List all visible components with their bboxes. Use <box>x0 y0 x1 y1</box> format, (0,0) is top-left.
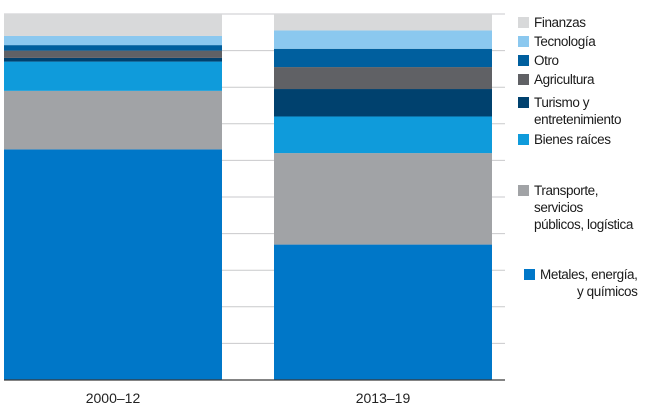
legend-swatch-otro <box>518 55 529 66</box>
legend-swatch-agricultura <box>518 74 529 85</box>
bar-segment-0-6 <box>4 35 222 46</box>
legend-item-otro: Otro <box>518 52 559 69</box>
bar-segment-1-4 <box>274 67 492 90</box>
legend-item-transporte: Transporte, servicios públicos, logístic… <box>518 182 633 233</box>
bars <box>4 14 492 380</box>
x-tick-label-2013-19: 2013–19 <box>356 390 411 406</box>
bar-segment-1-2 <box>274 116 492 154</box>
bar-segment-0-4 <box>4 50 222 58</box>
legend-item-bienes-raices: Bienes raíces <box>518 131 611 148</box>
legend-label-bienes-raices: Bienes raíces <box>534 132 611 147</box>
legend-swatch-metales <box>524 269 535 280</box>
legend-swatch-transporte <box>518 185 529 196</box>
bar-segment-0-3 <box>4 57 222 62</box>
bar-segment-1-3 <box>274 89 492 117</box>
x-tick-labels: 2000–12 2013–19 <box>86 390 411 406</box>
legend-label-turismo: Turismo y entretenimiento <box>534 95 622 127</box>
bar-segment-1-5 <box>274 48 492 68</box>
legend-label-tecnologia: Tecnología <box>534 34 596 49</box>
legend-item-turismo: Turismo y entretenimiento <box>518 94 621 128</box>
bar-segment-1-6 <box>274 30 492 49</box>
legend-swatch-bienes-raices <box>518 134 529 145</box>
legend-label-finanzas: Finanzas <box>534 15 586 30</box>
legend-swatch-turismo <box>518 97 529 108</box>
x-tick-label-2000-12: 2000–12 <box>86 390 141 406</box>
bar-segment-0-0 <box>4 149 222 380</box>
legend-swatch-finanzas <box>518 17 529 28</box>
legend-label-otro: Otro <box>534 53 559 68</box>
legend-item-tecnologia: Tecnología <box>518 33 596 50</box>
bar-segment-1-1 <box>274 153 492 245</box>
legend-item-finanzas: Finanzas <box>518 14 586 31</box>
legend-item-agricultura: Agricultura <box>518 71 595 88</box>
bar-segment-1-7 <box>274 14 492 31</box>
legend-swatch-tecnologia <box>518 36 529 47</box>
legend-label-transporte: Transporte, servicios públicos, logístic… <box>534 183 633 232</box>
bar-segment-0-1 <box>4 90 222 150</box>
bar-segment-1-0 <box>274 244 492 380</box>
legend-label-agricultura: Agricultura <box>534 72 595 87</box>
bar-segment-0-2 <box>4 61 222 91</box>
legend-label-metales: Metales, energía, y químicos <box>540 267 638 299</box>
bar-segment-0-5 <box>4 45 222 51</box>
legend-item-metales: Metales, energía, y químicos <box>524 266 638 300</box>
bar-segment-0-7 <box>4 14 222 36</box>
